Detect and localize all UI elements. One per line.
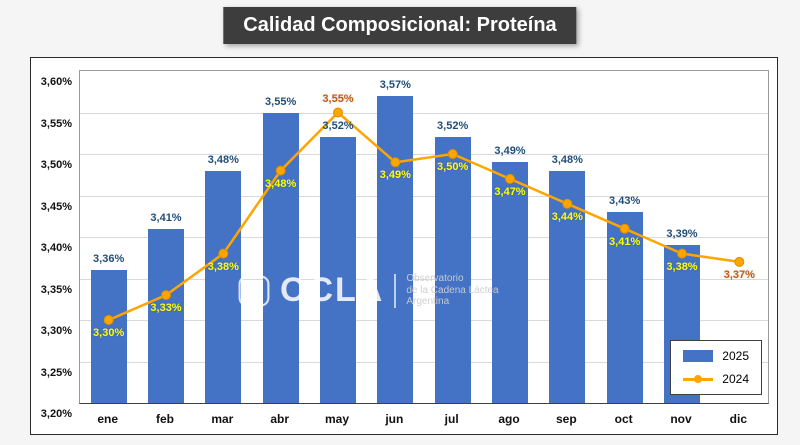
gridline <box>80 361 768 363</box>
x-tick-label-ene: ene <box>97 412 118 426</box>
plot-area: 3,36% 3,41% 3,48% 3,55% 3,52% 3,57% 3,52% 3,49%… <box>79 70 769 404</box>
line-value-label: 3,38% <box>666 260 698 273</box>
line-value-label: 3,37% <box>723 268 755 281</box>
legend-item-2024: 2024 <box>683 372 749 386</box>
line-layer <box>103 107 745 325</box>
bar-value-label: 3,48% <box>207 153 239 166</box>
x-tick-label-nov: nov <box>670 412 692 426</box>
bar-value-label: 3,55% <box>265 95 297 108</box>
line-value-label: 3,41% <box>609 235 641 248</box>
bar-2025-may <box>320 137 356 403</box>
gridline <box>80 237 768 238</box>
bar-value-label: 3,39% <box>666 228 698 241</box>
legend-label-2025: 2025 <box>722 349 749 363</box>
x-axis: ene feb mar abr may jun jul ago sep oct nov dic <box>79 404 769 434</box>
bar-2025-ene <box>90 270 127 403</box>
marker-2024-ene <box>103 315 114 325</box>
marker-2024-may <box>333 107 343 118</box>
line-value-label: 3,50% <box>437 161 469 173</box>
chart-frame: 3,60% 3,55% 3,50% 3,45% 3,40% 3,35% 3,30% 3,25%… <box>30 57 778 435</box>
y-tick-label: 3,40% <box>40 242 72 254</box>
y-tick-label: 3,25% <box>40 366 72 379</box>
line-value-label: 3,33% <box>150 302 182 315</box>
legend-swatch-2025 <box>683 350 714 362</box>
bar-2025-mar <box>205 170 242 403</box>
legend-swatch-2024 <box>683 373 714 385</box>
page-title: Calidad Composicional: Proteína <box>223 7 577 44</box>
line-value-label: 3,38% <box>207 260 239 273</box>
bar-value-label: 3,57% <box>379 78 411 91</box>
x-tick-label-oct: oct <box>614 412 633 426</box>
bar-value-label: 3,36% <box>93 253 125 266</box>
legend-label-2024: 2024 <box>722 372 749 386</box>
trend-line-2024 <box>108 110 740 322</box>
gridline <box>80 278 768 280</box>
marker-2024-nov <box>677 248 687 259</box>
gridline <box>80 112 768 114</box>
bar-2025-ago <box>492 162 528 403</box>
bar-2025-oct <box>606 212 643 403</box>
marker-2024-feb <box>161 290 171 301</box>
line-value-label: 3,47% <box>494 185 526 198</box>
x-tick-label-mar: mar <box>211 412 234 426</box>
line-value-label: 3,48% <box>265 177 297 190</box>
y-tick-label: 3,20% <box>40 408 72 420</box>
y-tick-label: 3,45% <box>40 200 72 213</box>
x-tick-label-jun: jun <box>385 412 404 426</box>
bar-value-label: 3,48% <box>551 153 583 166</box>
marker-2024-jun <box>390 157 401 168</box>
y-tick-label: 3,60% <box>40 76 72 88</box>
bar-2025-jun <box>377 95 414 403</box>
x-tick-label-may: may <box>324 412 350 426</box>
x-tick-label-dic: dic <box>729 412 747 426</box>
y-axis: 3,60% 3,55% 3,50% 3,45% 3,40% 3,35% 3,30% 3,25%… <box>31 70 79 420</box>
legend-dot-mark <box>694 375 703 383</box>
line-value-label: 3,55% <box>322 92 354 105</box>
bar-value-label: 3,52% <box>322 120 354 133</box>
bar-value-label: 3,49% <box>494 145 526 158</box>
gridline <box>80 195 768 197</box>
marker-2024-dic <box>734 256 745 267</box>
marker-2024-ago <box>505 173 515 184</box>
bar-2025-jul <box>434 137 471 403</box>
x-tick-label-ago: ago <box>498 412 520 426</box>
y-tick-label: 3,30% <box>40 325 72 337</box>
marker-2024-sep <box>562 198 573 209</box>
y-tick-label: 3,35% <box>40 283 72 296</box>
gridline <box>80 154 768 155</box>
x-tick-label-sep: sep <box>555 412 577 426</box>
line-value-label: 3,30% <box>93 327 125 339</box>
legend: 2025 2024 <box>670 340 762 395</box>
legend-item-2025: 2025 <box>683 349 749 363</box>
x-tick-label-jul: jul <box>444 412 459 426</box>
x-tick-label-abr: abr <box>270 412 289 426</box>
marker-2024-oct <box>619 223 630 234</box>
marker-2024-jul <box>447 149 458 159</box>
marker-2024-abr <box>275 165 286 176</box>
bar-2025-feb <box>148 228 184 403</box>
marker-2024-mar <box>218 248 229 259</box>
y-tick-label: 3,55% <box>40 117 72 130</box>
bar-value-label: 3,52% <box>437 120 469 133</box>
line-value-label: 3,49% <box>379 169 411 182</box>
y-tick-label: 3,50% <box>40 159 72 171</box>
bar-value-label: 3,43% <box>609 195 641 208</box>
bar-value-label: 3,41% <box>150 211 182 224</box>
gridline <box>80 320 768 321</box>
x-tick-label-feb: feb <box>156 412 174 426</box>
bar-2025-abr <box>262 112 299 403</box>
line-value-label: 3,44% <box>551 210 583 223</box>
